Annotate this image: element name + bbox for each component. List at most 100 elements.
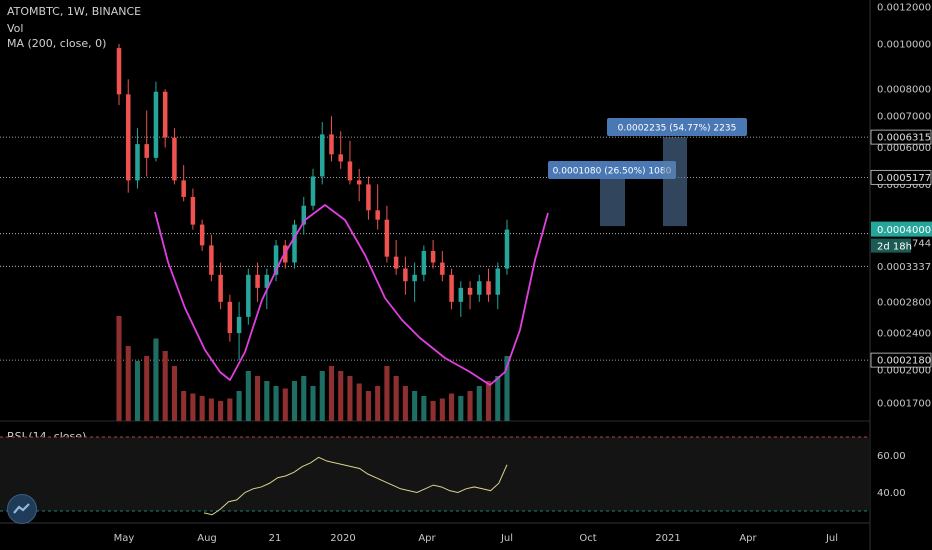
- volume-bar: [421, 396, 427, 421]
- x-tick-label: Jul: [825, 533, 838, 544]
- x-tick-label: May: [114, 533, 135, 544]
- level-tag: [870, 352, 932, 368]
- x-tick-label: 2020: [330, 533, 355, 544]
- candle-body: [375, 210, 380, 220]
- candle-body: [218, 274, 223, 302]
- candle-body: [199, 224, 205, 246]
- volume-bar: [245, 371, 251, 421]
- candle-body: [181, 180, 186, 197]
- candle-body: [403, 268, 408, 282]
- candle-body: [319, 134, 325, 177]
- candle-body: [338, 154, 343, 162]
- chart-title: ATOMBTC, 1W, BINANCE: [7, 5, 142, 18]
- candle-body: [384, 219, 390, 257]
- candle-body: [135, 144, 140, 181]
- volume-bar: [338, 371, 344, 421]
- volume-bar: [439, 398, 445, 421]
- candle-body: [227, 301, 233, 334]
- y-tick-label: 0.0005000: [877, 180, 931, 191]
- volume-bar: [504, 356, 510, 421]
- measure-box: [663, 137, 687, 227]
- y-tick-label: 0.0002000: [877, 366, 931, 377]
- candle-body: [366, 184, 371, 211]
- candle-body: [236, 316, 242, 334]
- volume-bar: [134, 361, 141, 421]
- candle-body: [458, 287, 464, 302]
- volume-bar: [356, 383, 362, 421]
- x-tick-label: Jul: [500, 533, 513, 544]
- candle-body: [144, 144, 149, 158]
- level-tag-label: 0.0006315: [877, 133, 931, 144]
- y-tick-label: 0.0001700: [877, 398, 931, 409]
- volume-bar: [236, 391, 242, 421]
- volume-bar: [301, 376, 307, 421]
- y-tick-label: 0.0010000: [877, 40, 931, 51]
- y-tick-label: 0.0002800: [877, 297, 931, 308]
- countdown-label: 2d 18h: [877, 242, 912, 253]
- volume-bar: [208, 398, 214, 421]
- volume-bar: [199, 396, 205, 421]
- volume-bar: [449, 393, 455, 421]
- y-tick-label: 0.0007000: [877, 112, 931, 123]
- volume-bar: [181, 391, 187, 421]
- y-tick-label: 0.0008000: [877, 85, 931, 96]
- measure-label: 0.0001080 (26.50%) 1080: [553, 167, 672, 177]
- volume-bar: [347, 376, 353, 421]
- x-tick-label: 21: [269, 533, 282, 544]
- candle-body: [449, 274, 454, 302]
- x-tick-label: Aug: [197, 533, 217, 544]
- measure-label: 0.0002235 (54.77%) 2235: [618, 124, 737, 134]
- volume-bar: [291, 381, 298, 421]
- candle-body: [310, 176, 316, 206]
- candle-body: [172, 137, 177, 181]
- volume-bar: [458, 396, 464, 421]
- measure-box: [600, 178, 625, 227]
- y-tick-label: 0.0002400: [877, 329, 931, 340]
- volume-bar: [273, 386, 279, 421]
- candle-body: [246, 274, 251, 317]
- candle-body: [467, 287, 473, 295]
- candle-body: [162, 91, 168, 138]
- rsi-tick-label: 60.00: [877, 451, 906, 462]
- x-tick-label: Apr: [418, 533, 436, 544]
- x-tick-label: Apr: [739, 533, 757, 544]
- countdown-tag: [871, 238, 911, 253]
- y-tick-label: 0.0006000: [877, 143, 931, 154]
- level-tag: [870, 129, 932, 145]
- candle-body: [125, 94, 131, 181]
- candle-body: [440, 262, 445, 275]
- volume-bar: [412, 391, 418, 421]
- volume-legend: Vol: [7, 22, 24, 35]
- candle-body: [430, 250, 436, 263]
- volume-bar: [282, 388, 288, 421]
- candle-body: [292, 224, 297, 263]
- measure-label-box: [548, 161, 676, 179]
- x-tick-label: Oct: [579, 533, 596, 544]
- ma-legend: MA (200, close, 0): [7, 37, 107, 50]
- volume-bar: [264, 381, 270, 421]
- tradingview-logo-icon: [7, 494, 37, 524]
- volume-bar: [153, 338, 159, 421]
- last-price-label: 0.0004000: [877, 225, 931, 236]
- candle-body: [153, 91, 159, 158]
- volume-bar: [328, 366, 335, 421]
- volume-bar: [162, 351, 168, 421]
- last-price-tag: [871, 221, 932, 237]
- candle-body: [255, 274, 260, 288]
- volume-bar: [384, 366, 390, 421]
- volume-bar: [393, 376, 399, 421]
- candle-body: [495, 268, 501, 295]
- volume-bar: [319, 371, 325, 421]
- volume-bar: [218, 401, 224, 421]
- candle-body: [486, 281, 491, 295]
- volume-bar: [125, 346, 131, 421]
- candle-body: [393, 256, 399, 269]
- candle-body: [209, 245, 214, 275]
- volume-bar: [171, 366, 177, 421]
- volume-bar: [255, 376, 261, 421]
- volume-bar: [430, 401, 436, 421]
- level-tag-label: 0.0005177: [877, 173, 931, 184]
- candle-body: [190, 196, 196, 225]
- volume-bar: [467, 391, 473, 421]
